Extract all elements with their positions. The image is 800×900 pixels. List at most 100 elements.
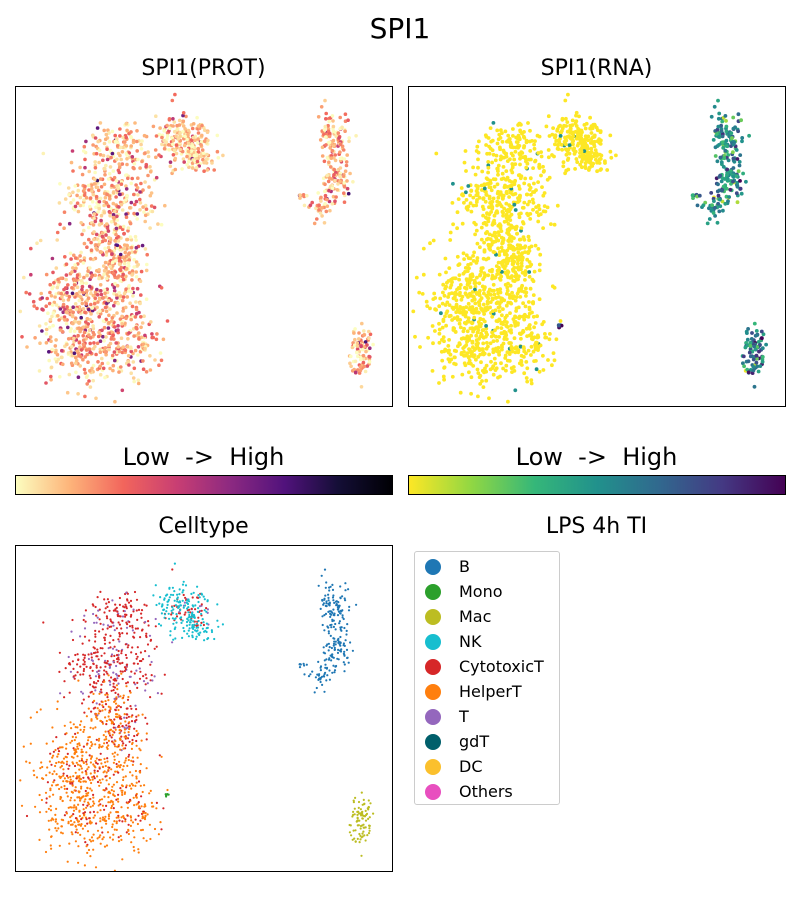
prot-point [353, 370, 358, 375]
prot-point [149, 191, 154, 195]
rna-point [490, 330, 494, 335]
rna-point [592, 143, 596, 147]
prot-point [86, 322, 90, 326]
rna-point [500, 241, 504, 246]
prot-point [74, 355, 78, 360]
celltype-point [181, 619, 184, 622]
celltype-point [35, 776, 39, 779]
prot-point [117, 262, 122, 266]
prot-point [114, 239, 118, 243]
rna-point [433, 296, 438, 300]
prot-point [107, 131, 111, 135]
celltype-point [160, 605, 163, 608]
celltype-point [168, 587, 171, 590]
celltype-point [100, 654, 103, 657]
prot-point [108, 148, 113, 153]
rna-point [481, 335, 486, 340]
rna-point [505, 350, 510, 354]
celltype-point [102, 788, 105, 792]
prot-point [125, 193, 129, 198]
prot-point [35, 306, 39, 311]
rna-point [442, 339, 446, 344]
celltype-point [135, 729, 138, 733]
celltype-point [210, 629, 213, 632]
rna-point [484, 223, 489, 227]
rna-point [741, 354, 746, 359]
rna-point [603, 161, 607, 165]
rna-point [490, 206, 495, 211]
prot-point [109, 206, 113, 211]
celltype-point [130, 759, 133, 762]
rna-point [489, 334, 494, 339]
celltype-point [110, 625, 113, 628]
prot-point [111, 333, 115, 337]
rna-point [547, 175, 552, 180]
celltype-point [216, 619, 219, 622]
prot-point [18, 309, 23, 314]
celltype-point [122, 747, 125, 750]
celltype-point [121, 661, 124, 664]
celltype-point [59, 766, 62, 769]
rna-point [508, 246, 513, 251]
prot-point [221, 153, 225, 158]
rna-point [510, 256, 515, 260]
rna-point [576, 126, 580, 131]
rna-point [564, 152, 569, 157]
celltype-point [154, 584, 157, 587]
prot-point [166, 143, 171, 147]
rna-point [496, 260, 501, 265]
prot-point [343, 169, 348, 173]
celltype-point [200, 609, 203, 612]
rna-point [487, 243, 491, 247]
prot-point [336, 131, 341, 135]
prot-point [342, 181, 347, 185]
prot-point [184, 114, 188, 119]
rna-point [525, 379, 530, 384]
prot-point [99, 250, 103, 254]
celltype-point [168, 596, 171, 599]
prot-point [78, 195, 83, 200]
celltype-point [84, 794, 88, 798]
prot-point [141, 367, 146, 372]
celltype-point [184, 604, 187, 607]
celltype-point [122, 765, 125, 768]
rna-point [497, 253, 502, 257]
rna-point [512, 157, 517, 162]
prot-point [54, 338, 58, 342]
celltype-point [136, 686, 139, 689]
celltype-point [106, 831, 110, 834]
prot-point [102, 141, 107, 146]
prot-point [140, 321, 145, 325]
prot-point [320, 214, 324, 218]
prot-point [94, 352, 98, 357]
prot-point [154, 114, 158, 118]
celltype-point [119, 722, 122, 725]
prot-point [91, 293, 96, 298]
prot-point [75, 193, 79, 198]
prot-point [358, 368, 363, 373]
rna-point [493, 231, 498, 235]
rna-point [484, 378, 489, 383]
prot-point [69, 361, 74, 366]
rna-point [583, 166, 588, 170]
rna-point [468, 273, 473, 277]
rna-point [534, 342, 539, 347]
celltype-point [90, 690, 93, 693]
celltype-point [80, 787, 83, 790]
celltype-point [187, 611, 190, 614]
celltype-point [57, 750, 61, 753]
rna-point [527, 199, 532, 204]
prot-point [117, 256, 122, 260]
celltype-point [205, 607, 208, 610]
celltype-point [90, 756, 93, 759]
rna-point [720, 134, 725, 139]
rna-point [480, 204, 485, 209]
prot-point [141, 342, 146, 346]
celltype-point [144, 689, 147, 692]
prot-point [105, 222, 109, 226]
celltype-point [121, 725, 124, 728]
rna-point [441, 374, 446, 379]
celltype-point [90, 821, 93, 824]
celltype-point [145, 767, 148, 770]
prot-point [330, 186, 335, 190]
